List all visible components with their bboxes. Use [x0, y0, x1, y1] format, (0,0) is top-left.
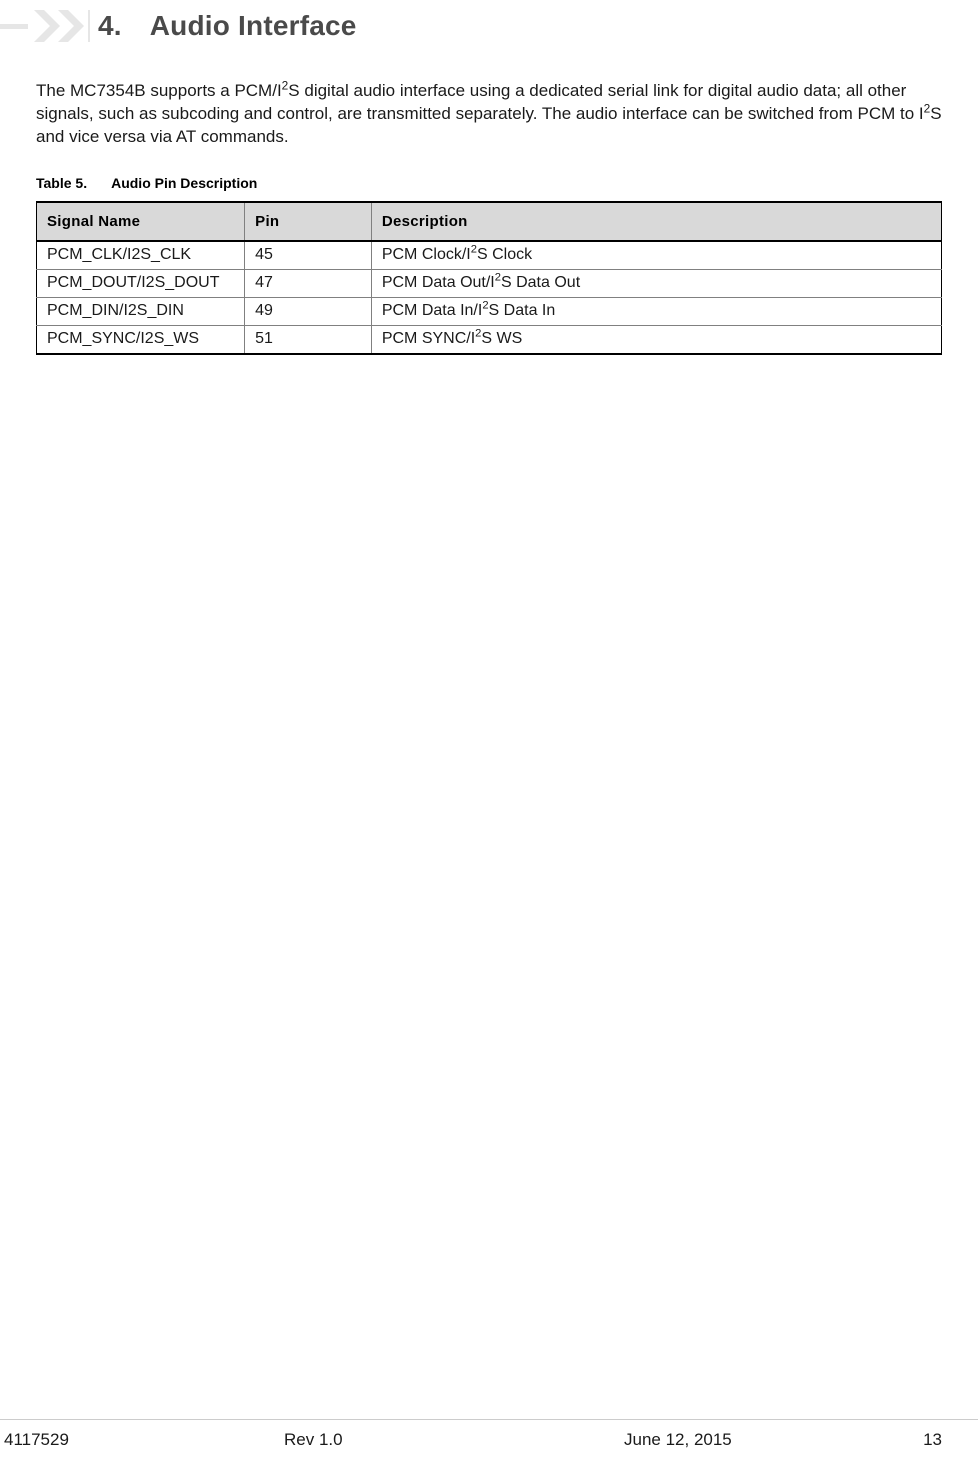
table-caption-title: Audio Pin Description	[111, 175, 257, 191]
cell-signal: PCM_DIN/I2S_DIN	[37, 297, 245, 325]
footer-page-number: 13	[902, 1430, 942, 1450]
cell-pin: 51	[245, 325, 372, 354]
table-header-description: Description	[371, 202, 941, 241]
footer-revision: Rev 1.0	[284, 1430, 624, 1450]
cell-pin: 47	[245, 269, 372, 297]
section-number: 4.	[98, 10, 122, 41]
table-body: PCM_CLK/I2S_CLK 45 PCM Clock/I2S Clock P…	[37, 241, 942, 354]
table-row: PCM_DIN/I2S_DIN 49 PCM Data In/I2S Data …	[37, 297, 942, 325]
cell-signal: PCM_CLK/I2S_CLK	[37, 241, 245, 270]
table-caption: Table 5. Audio Pin Description	[36, 175, 942, 191]
cell-signal: PCM_SYNC/I2S_WS	[37, 325, 245, 354]
table-header-row: Signal Name Pin Description	[37, 202, 942, 241]
audio-pin-table: Signal Name Pin Description PCM_CLK/I2S_…	[36, 201, 942, 355]
cell-signal: PCM_DOUT/I2S_DOUT	[37, 269, 245, 297]
section-title-text: Audio Interface	[150, 10, 357, 41]
cell-pin: 49	[245, 297, 372, 325]
table-row: PCM_CLK/I2S_CLK 45 PCM Clock/I2S Clock	[37, 241, 942, 270]
page-footer: 4117529 Rev 1.0 June 12, 2015 13	[0, 1419, 978, 1450]
section-title: 4. Audio Interface	[98, 10, 357, 42]
intro-paragraph: The MC7354B supports a PCM/I2S digital a…	[36, 80, 942, 149]
cell-description: PCM Data In/I2S Data In	[371, 297, 941, 325]
cell-description: PCM Clock/I2S Clock	[371, 241, 941, 270]
table-row: PCM_SYNC/I2S_WS 51 PCM SYNC/I2S WS	[37, 325, 942, 354]
table-caption-number: Table 5.	[36, 175, 87, 191]
footer-date: June 12, 2015	[624, 1430, 902, 1450]
cell-description: PCM Data Out/I2S Data Out	[371, 269, 941, 297]
cell-description: PCM SYNC/I2S WS	[371, 325, 941, 354]
section-header: 4. Audio Interface	[0, 0, 978, 44]
table-header-signal: Signal Name	[37, 202, 245, 241]
footer-doc-number: 4117529	[4, 1430, 284, 1450]
table-header-pin: Pin	[245, 202, 372, 241]
cell-pin: 45	[245, 241, 372, 270]
table-row: PCM_DOUT/I2S_DOUT 47 PCM Data Out/I2S Da…	[37, 269, 942, 297]
page-content: The MC7354B supports a PCM/I2S digital a…	[0, 80, 978, 355]
chevron-right-icon	[0, 8, 90, 44]
